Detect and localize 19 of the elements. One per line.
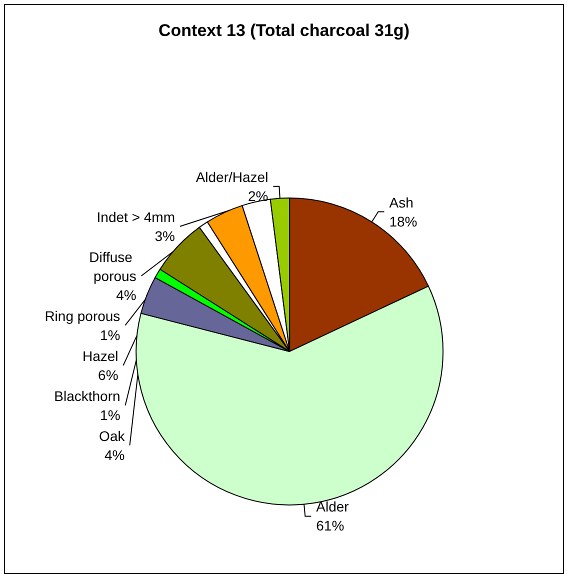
data-label: 61% — [316, 518, 344, 534]
slice-label: Blackthorn — [54, 388, 120, 404]
data-label: 2% — [248, 188, 268, 204]
slice-label: Indet > 4mm — [96, 208, 175, 225]
slice-label: Ash — [389, 194, 414, 210]
slice-label: Alder/Hazel — [196, 168, 268, 185]
chart-title: Context 13 (Total charcoal 31g) — [158, 21, 410, 40]
data-label: 4% — [116, 286, 136, 303]
data-label: 3% — [154, 228, 175, 244]
data-label: 1% — [100, 326, 120, 343]
slice-label: Oak — [99, 428, 126, 444]
slice-label: Hazel — [82, 348, 118, 364]
data-label: 4% — [104, 446, 125, 463]
data-label: 18% — [389, 213, 418, 230]
slice-label: Diffuse porous — [89, 248, 136, 284]
slice-label: Ring porous — [44, 308, 120, 324]
data-label: 6% — [98, 366, 118, 383]
data-label: 1% — [100, 406, 120, 423]
slice-label: Alder — [316, 498, 350, 515]
